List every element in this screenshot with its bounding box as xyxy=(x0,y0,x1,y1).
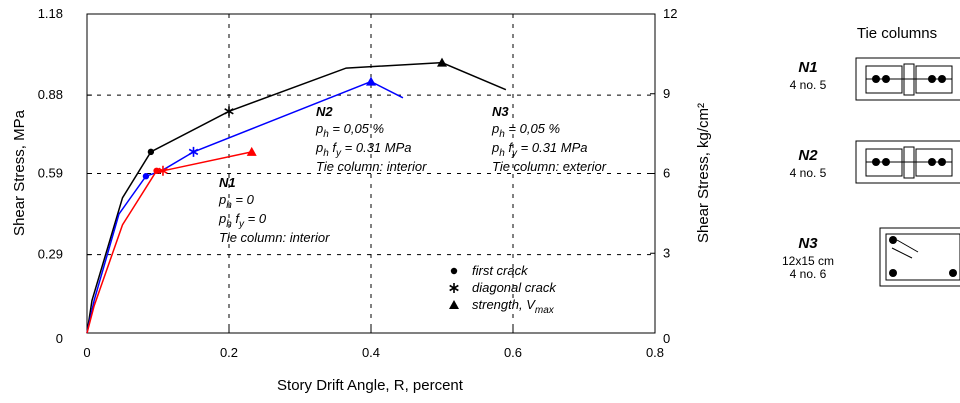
legend-text: diagonal crack xyxy=(472,280,557,295)
y-tick-label: 0.29 xyxy=(38,247,63,262)
annotation-line-part: y xyxy=(511,148,518,159)
marker-star xyxy=(158,165,168,176)
annotation-line-part: h xyxy=(499,129,505,140)
marker-triangle xyxy=(366,76,376,86)
annotation-line-part: h xyxy=(323,129,329,140)
legend-text-part: first crack xyxy=(472,263,529,278)
annotation-line-part: y xyxy=(335,148,342,159)
annotation-line: ph fy = 0.31 MPa xyxy=(491,140,588,159)
y-axis-label: Shear Stress, MPa xyxy=(11,109,28,236)
annotation-line-part: p xyxy=(491,140,499,155)
marker-dot xyxy=(147,148,155,156)
y2-axis-label: Shear Stress, kg/cm² xyxy=(695,103,712,243)
marker-star xyxy=(188,146,199,157)
annotation-line-part: y xyxy=(238,219,245,230)
annotation-line: Tie column: interior xyxy=(219,230,330,245)
marker-dot xyxy=(142,173,150,180)
x-axis-label: Story Drift Angle, R, percent xyxy=(277,377,464,394)
tie-column-name: N1 xyxy=(798,59,817,76)
y-tick-label: 0.59 xyxy=(38,166,63,181)
annotation-line-part: Tie column: interior xyxy=(219,230,330,245)
marker-triangle xyxy=(246,146,257,156)
series-line xyxy=(86,151,252,334)
annotation-line: Tie column: interior xyxy=(316,159,427,174)
annotation-line-part: p xyxy=(315,121,323,136)
annotation-line-part: Tie column: exterior xyxy=(492,159,607,174)
marker-dot xyxy=(153,167,160,174)
series-line xyxy=(86,80,404,334)
legend-text-part: diagonal crack xyxy=(472,280,557,295)
tie-column-detail: 4 no. 6 xyxy=(790,267,827,281)
legend-text: strength, Vmax xyxy=(472,297,555,316)
tie-column-detail: 4 no. 5 xyxy=(790,78,827,92)
annotation-label: N3 xyxy=(492,104,509,119)
annotation-label: N1 xyxy=(219,175,236,190)
annotation-line: ph = 0 xyxy=(218,192,255,211)
annotation-line: Tie column: exterior xyxy=(492,159,607,174)
annotation-line: ph fy = 0 xyxy=(218,211,267,230)
annotation-line-part: = 0.31 MPa xyxy=(517,140,587,155)
annotation-line: ph fy = 0.31 MPa xyxy=(315,140,412,159)
annotation-line-part: p xyxy=(218,192,226,207)
marker-triangle xyxy=(437,57,447,67)
tie-column-detail: 12x15 cm xyxy=(782,254,834,268)
annotation-line-part: h xyxy=(226,219,232,230)
annotation-line-part: h xyxy=(226,200,232,211)
marker-star xyxy=(224,106,234,117)
tie-column-drawings xyxy=(855,57,960,287)
y2-tick-label: 12 xyxy=(663,6,677,21)
y-tick-label: 0.88 xyxy=(38,87,63,102)
annotation-line-part: h xyxy=(323,148,329,159)
annotation-line-part: = 0.31 MPa xyxy=(341,140,411,155)
annotation-line-part: f xyxy=(232,211,241,226)
annotation-line-part: p xyxy=(218,211,226,226)
legend-text-part: strength, V xyxy=(472,297,536,312)
annotation-line-part: = 0,05 % xyxy=(505,121,560,136)
legend-text: first crack xyxy=(472,263,529,278)
annotation-line: ph = 0,05 % xyxy=(491,121,560,140)
tie-column-detail: 4 no. 5 xyxy=(790,166,827,180)
annotation-line-part: p xyxy=(315,140,323,155)
tie-column-name: N3 xyxy=(798,235,818,252)
series-line xyxy=(86,61,507,334)
annotation-line-part: = 0 xyxy=(244,211,267,226)
annotation-label: N2 xyxy=(316,104,333,119)
diagram-title: Tie columns xyxy=(857,25,937,42)
x-tick-label: 0.6 xyxy=(504,345,522,360)
annotation-line-part: p xyxy=(491,121,499,136)
y2-tick-label: 9 xyxy=(663,86,670,101)
marker-star xyxy=(449,283,459,293)
x-tick-label: 0.2 xyxy=(220,345,238,360)
y2-tick-label: 0 xyxy=(663,331,670,346)
x-tick-label: 0 xyxy=(83,345,90,360)
marker-triangle xyxy=(449,300,459,309)
tie-column-name: N2 xyxy=(798,147,818,164)
x-tick-label: 0.4 xyxy=(362,345,380,360)
annotation-line-part: = 0,05 % xyxy=(329,121,384,136)
annotation-line-part: Tie column: interior xyxy=(316,159,427,174)
legend-text-part: max xyxy=(535,305,555,316)
x-tick-label: 0.8 xyxy=(646,345,664,360)
y-tick-label: 0 xyxy=(56,331,63,346)
y2-tick-label: 3 xyxy=(663,245,670,260)
marker-dot xyxy=(450,267,458,275)
y2-tick-label: 6 xyxy=(663,166,670,181)
annotation-line-part: f xyxy=(329,140,338,155)
annotation-line: ph = 0,05 % xyxy=(315,121,384,140)
rebar-dots xyxy=(872,75,957,277)
annotation-line-part: = 0 xyxy=(232,192,255,207)
annotation-line-part: f xyxy=(505,140,514,155)
annotation-line-part: h xyxy=(499,148,505,159)
y-tick-label: 1.18 xyxy=(38,6,63,21)
